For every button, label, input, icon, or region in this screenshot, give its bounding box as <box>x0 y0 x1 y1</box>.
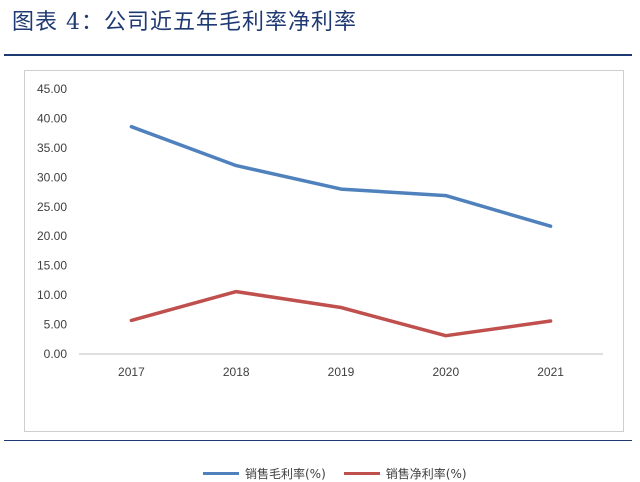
y-tick-label: 20.00 <box>37 229 67 243</box>
y-tick-label: 5.00 <box>44 318 68 332</box>
series-line-net-margin <box>129 289 553 338</box>
x-tick-label: 2017 <box>118 365 145 379</box>
y-tick-label: 25.00 <box>37 200 67 214</box>
x-tick-label: 2018 <box>223 365 250 379</box>
y-tick-label: 10.00 <box>37 288 67 302</box>
x-tick-label: 2020 <box>432 365 459 379</box>
legend-label-net-margin: 销售净利率(%) <box>385 467 467 481</box>
x-tick-label: 2019 <box>328 365 355 379</box>
chart-frame: 0.00 5.00 10.00 15.00 20.00 25.00 30.00 35.00 40… <box>24 70 624 481</box>
y-tick-label: 30.00 <box>37 170 67 184</box>
legend-label-gross-margin: 销售毛利率(%) <box>245 467 326 481</box>
legend-item-gross-margin: 销售毛利率(%) <box>203 465 326 482</box>
x-tick-label: 2021 <box>537 365 564 379</box>
y-tick-label: 40.00 <box>37 111 67 125</box>
legend-swatch-net-margin <box>343 472 380 475</box>
y-tick-label: 35.00 <box>37 141 67 155</box>
legend-item-net-margin: 销售净利率(%) <box>343 465 467 482</box>
bottom-rule <box>4 440 632 441</box>
figure-title: 图表 4：公司近五年毛利率净利率 <box>12 10 357 35</box>
series-line-gross-margin <box>129 124 553 228</box>
y-tick-label: 0.00 <box>44 347 68 361</box>
line-chart: 0.00 5.00 10.00 15.00 20.00 25.00 30.00 35.00 40… <box>37 82 603 379</box>
legend-swatch-gross-margin <box>203 472 239 475</box>
y-tick-label: 15.00 <box>37 259 67 273</box>
title-rule <box>4 54 632 56</box>
chart-legend: 销售毛利率(%) 销售净利率(%) <box>203 465 485 482</box>
y-tick-label: 45.00 <box>37 82 67 96</box>
